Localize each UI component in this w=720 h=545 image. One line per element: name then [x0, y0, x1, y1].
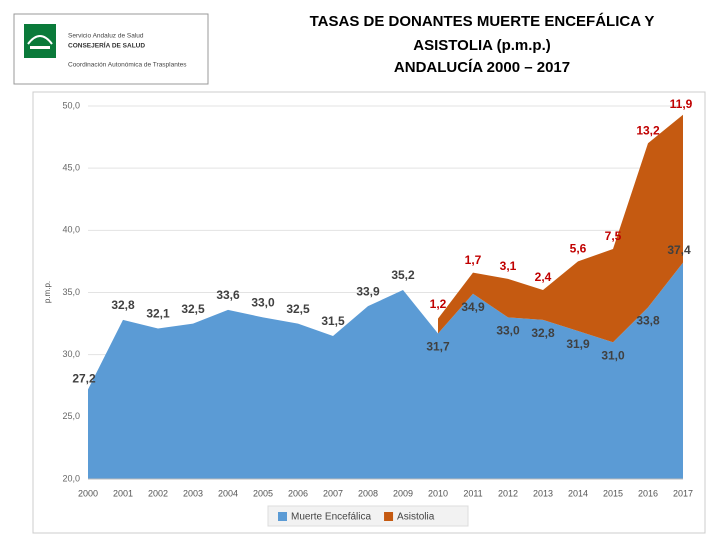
x-tick-label: 2013	[533, 488, 553, 498]
data-label: 1,7	[465, 253, 482, 267]
x-tick-label: 2006	[288, 488, 308, 498]
data-label: 31,9	[566, 337, 590, 351]
data-label: 11,9	[670, 97, 693, 111]
data-label: 31,0	[601, 348, 625, 362]
data-label: 33,9	[356, 284, 380, 298]
legend-swatch	[278, 512, 287, 521]
x-tick-label: 2017	[673, 488, 693, 498]
data-label: 32,8	[531, 326, 555, 340]
data-label: 5,6	[570, 242, 587, 256]
legend-label: Asistolia	[397, 512, 435, 523]
chart-title: TASAS DE DONANTES MUERTE ENCEFÁLICA Y	[310, 13, 655, 30]
data-label: 32,8	[111, 298, 135, 312]
x-tick-label: 2008	[358, 488, 378, 498]
data-label: 32,5	[181, 302, 205, 316]
data-label: 27,2	[72, 372, 96, 386]
logo-text: Coordinación Autonómica de Trasplantes	[68, 62, 187, 69]
data-label: 37,4	[667, 243, 691, 257]
data-label: 33,8	[636, 314, 660, 328]
x-tick-label: 2007	[323, 488, 343, 498]
x-tick-label: 2010	[428, 488, 448, 498]
x-tick-label: 2015	[603, 488, 623, 498]
y-tick-label: 45,0	[62, 163, 80, 173]
area	[438, 114, 683, 343]
logo-text: CONSEJERÍA DE SALUD	[68, 41, 145, 50]
x-tick-label: 2005	[253, 488, 273, 498]
chart-title: ASISTOLIA (p.m.p.)	[413, 37, 551, 54]
x-tick-label: 2004	[218, 488, 238, 498]
x-tick-label: 2002	[148, 488, 168, 498]
data-label: 13,2	[636, 123, 660, 137]
data-label: 33,0	[496, 324, 520, 338]
y-tick-label: 50,0	[62, 100, 80, 110]
data-label: 35,2	[391, 268, 415, 282]
data-label: 7,5	[605, 229, 622, 243]
data-label: 32,5	[286, 302, 310, 316]
data-label: 33,6	[216, 288, 240, 302]
logo-text: Servicio Andaluz de Salud	[68, 33, 144, 40]
x-tick-label: 2011	[463, 488, 482, 498]
data-label: 3,1	[500, 259, 517, 273]
y-tick-label: 25,0	[62, 411, 80, 421]
y-tick-label: 35,0	[62, 287, 80, 297]
data-label: 2,4	[535, 270, 552, 284]
y-tick-label: 30,0	[62, 349, 80, 359]
y-tick-label: 40,0	[62, 225, 80, 235]
x-tick-label: 2009	[393, 488, 413, 498]
legend-swatch	[384, 512, 394, 521]
x-tick-label: 2016	[638, 488, 658, 498]
legend-label: Muerte Encefálica	[291, 512, 371, 523]
legend-box	[267, 505, 469, 527]
area	[88, 262, 683, 479]
data-label: 31,5	[321, 314, 345, 328]
x-tick-label: 2003	[183, 488, 203, 498]
data-label: 33,0	[251, 296, 275, 310]
y-axis-label: p.m.p.	[43, 281, 52, 303]
x-tick-label: 2000	[78, 488, 98, 498]
logo-emblem	[24, 24, 56, 58]
y-tick-label: 20,0	[62, 473, 80, 483]
data-label: 34,9	[461, 300, 485, 314]
x-tick-label: 2012	[498, 488, 518, 498]
data-label: 32,1	[146, 307, 170, 321]
data-label: 1,2	[430, 297, 447, 311]
chart-title: ANDALUCÍA 2000 – 2017	[394, 59, 570, 76]
data-label: 31,7	[426, 340, 450, 354]
x-tick-label: 2014	[568, 488, 588, 498]
x-tick-label: 2001	[113, 488, 133, 498]
